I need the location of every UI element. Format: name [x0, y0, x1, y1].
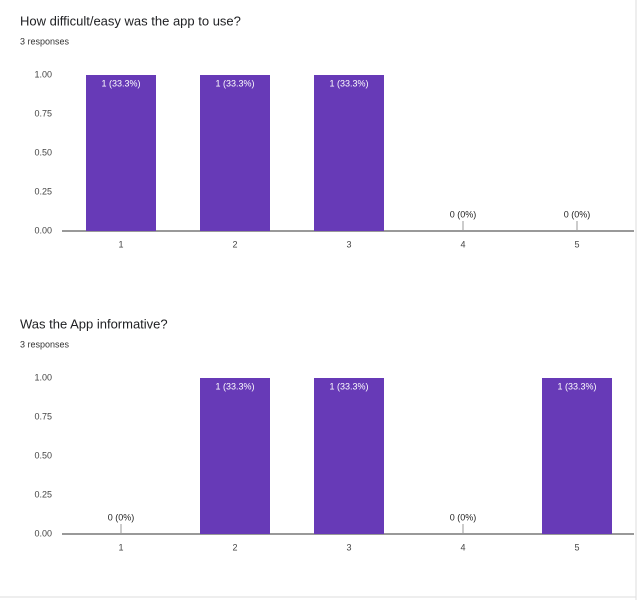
- chart-title: How difficult/easy was the app to use?: [20, 13, 241, 28]
- x-tick-label: 1: [118, 239, 123, 249]
- value-label: 0 (0%): [108, 512, 135, 522]
- x-tick-label: 2: [232, 239, 237, 249]
- x-tick-label: 5: [574, 239, 579, 249]
- y-tick-label: 0.75: [34, 411, 52, 421]
- y-tick-label: 0.50: [34, 450, 52, 460]
- response-count: 3 responses: [20, 339, 70, 349]
- value-label: 0 (0%): [450, 209, 477, 219]
- x-tick-label: 4: [460, 542, 465, 552]
- y-tick-label: 0.25: [34, 186, 52, 196]
- value-label: 1 (33.3%): [215, 78, 254, 88]
- value-label: 0 (0%): [564, 209, 591, 219]
- y-tick-label: 0.00: [34, 225, 52, 235]
- y-tick-label: 0.75: [34, 108, 52, 118]
- x-tick-label: 5: [574, 542, 579, 552]
- value-label: 1 (33.3%): [329, 78, 368, 88]
- bar: [200, 75, 270, 231]
- chart-title: Was the App informative?: [20, 316, 168, 331]
- x-tick-label: 3: [346, 239, 351, 249]
- response-count: 3 responses: [20, 36, 70, 46]
- value-label: 0 (0%): [450, 512, 477, 522]
- bar: [314, 378, 384, 534]
- y-tick-label: 0.00: [34, 528, 52, 538]
- y-tick-label: 0.50: [34, 147, 52, 157]
- y-tick-label: 0.25: [34, 489, 52, 499]
- x-tick-label: 2: [232, 542, 237, 552]
- x-tick-label: 4: [460, 239, 465, 249]
- x-tick-label: 1: [118, 542, 123, 552]
- value-label: 1 (33.3%): [101, 78, 140, 88]
- bar: [86, 75, 156, 231]
- bar: [542, 378, 612, 534]
- x-tick-label: 3: [346, 542, 351, 552]
- bar: [200, 378, 270, 534]
- y-tick-label: 1.00: [34, 372, 52, 382]
- value-label: 1 (33.3%): [329, 381, 368, 391]
- value-label: 1 (33.3%): [215, 381, 254, 391]
- value-label: 1 (33.3%): [557, 381, 596, 391]
- y-tick-label: 1.00: [34, 69, 52, 79]
- bar: [314, 75, 384, 231]
